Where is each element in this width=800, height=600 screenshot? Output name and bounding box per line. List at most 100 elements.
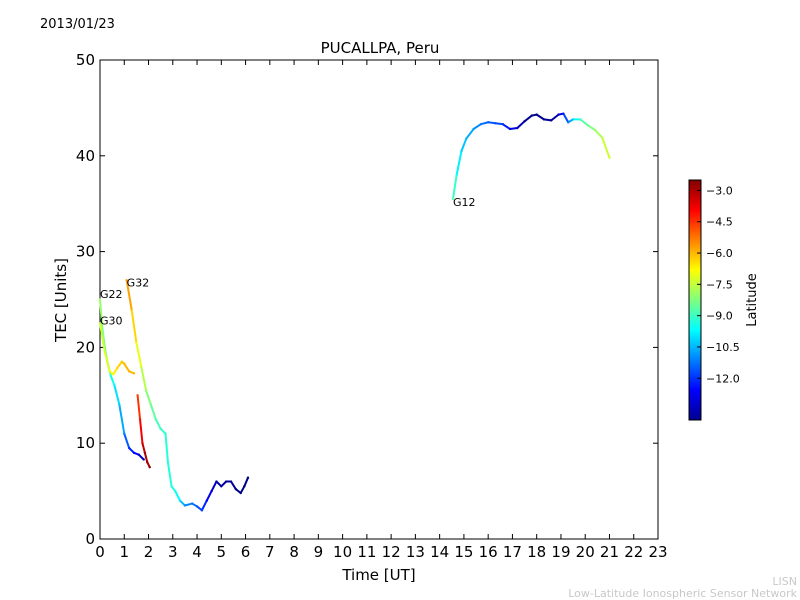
series-segment [451, 173, 458, 200]
series-segment [115, 360, 123, 370]
x-tick-label: 16 [479, 543, 498, 561]
series-segment [200, 499, 208, 512]
plot-frame [99, 59, 659, 540]
data-point [113, 384, 116, 387]
data-point [557, 113, 560, 116]
y-tick-label: 30 [76, 243, 95, 261]
data-point [486, 121, 490, 124]
colorbar-tick-label: −6.0 [706, 247, 733, 260]
data-point [120, 360, 124, 363]
x-tick-label: 2 [144, 543, 154, 561]
series-segment [593, 128, 604, 139]
data-point [229, 480, 233, 483]
data-point [451, 197, 455, 201]
data-point [224, 480, 228, 483]
series-segment [494, 122, 504, 126]
colorbar-ticks: −3.0 −4.5 −6.0 −7.5 −9.0 −10.5 −12.0 [697, 184, 740, 385]
data-point [130, 307, 133, 311]
series-segment [135, 341, 143, 368]
colorbar [688, 179, 702, 421]
colorbar-tick-label: −7.5 [706, 278, 733, 291]
data-point [200, 509, 204, 512]
series-segment [455, 150, 463, 176]
x-tick-label: 17 [503, 543, 522, 561]
x-tick-label: 19 [551, 543, 570, 561]
series-segment [516, 120, 526, 130]
data-point [571, 118, 575, 121]
x-axis: 0 1 2 3 4 5 6 7 8 9 10 11 12 13 14 15 16 17 18 19 20 21 22 23 [95, 60, 668, 561]
series-segment [103, 351, 111, 373]
series-segment [472, 123, 482, 130]
series-segment [145, 389, 152, 406]
data-point [118, 403, 121, 407]
data-point [205, 499, 208, 502]
series-segment [523, 114, 533, 123]
data-point [138, 418, 142, 421]
series-labels: G22 G30 G32 G12 [100, 196, 476, 328]
data-point [195, 505, 199, 508]
data-point [127, 446, 131, 450]
y-axis-label: TEC [Units] [52, 258, 70, 343]
x-tick-label: 8 [289, 543, 299, 561]
data-point [479, 122, 483, 126]
series-segment [113, 384, 121, 406]
series-segment [164, 432, 169, 464]
data-point [210, 489, 213, 493]
x-tick-label: 1 [119, 543, 129, 561]
series-segment [601, 136, 611, 159]
x-tick-label: 18 [527, 543, 546, 561]
data-point [523, 120, 526, 123]
data-point [148, 465, 151, 469]
series-segment [535, 113, 545, 121]
series-segment [579, 118, 589, 127]
colorbar-label: Latitude [745, 273, 760, 327]
series-segment [143, 451, 149, 464]
data-point [137, 453, 141, 456]
data-point [146, 461, 149, 464]
chart-title: PUCALLPA, Peru [321, 39, 440, 57]
data-point [465, 137, 468, 140]
data-point [142, 458, 145, 461]
x-tick-label: 11 [357, 543, 376, 561]
data-point [174, 489, 177, 493]
series-segment [542, 118, 553, 122]
series-segment [140, 365, 148, 392]
y-tick-label: 50 [76, 51, 95, 69]
data-point [215, 480, 218, 483]
credit-lisn: LISN [772, 575, 797, 588]
series-segment [109, 375, 116, 387]
data-point [98, 322, 102, 325]
data-point [127, 370, 131, 373]
x-tick-label: 13 [406, 543, 425, 561]
series-segment [586, 124, 596, 131]
data-point [234, 487, 238, 491]
data-point [143, 451, 147, 454]
data-point [108, 370, 111, 373]
data-point [530, 114, 534, 117]
x-tick-label: 0 [95, 543, 105, 561]
series-segment [123, 362, 131, 373]
data-point [123, 362, 126, 365]
series-segment [550, 113, 560, 122]
series-segment [99, 322, 106, 354]
data-point [455, 173, 458, 177]
data-point [190, 502, 194, 505]
data-point [550, 119, 553, 122]
x-tick-label: 23 [648, 543, 667, 561]
colorbar-tick-label: −12.0 [706, 372, 740, 385]
data-point [586, 123, 589, 127]
data-point [608, 156, 611, 159]
colorbar-tick-label: −4.5 [706, 216, 733, 229]
data-point [149, 403, 153, 407]
x-tick-label: 21 [600, 543, 619, 561]
colorbar-tick-label: −9.0 [706, 310, 733, 323]
series-label: G32 [127, 276, 150, 289]
series-g12 [451, 112, 611, 201]
data-point [542, 118, 546, 121]
x-tick-label: 7 [265, 543, 275, 561]
series-label: G12 [453, 196, 476, 209]
data-point [154, 418, 157, 421]
series-segment [174, 490, 182, 502]
series-segment [166, 461, 173, 488]
